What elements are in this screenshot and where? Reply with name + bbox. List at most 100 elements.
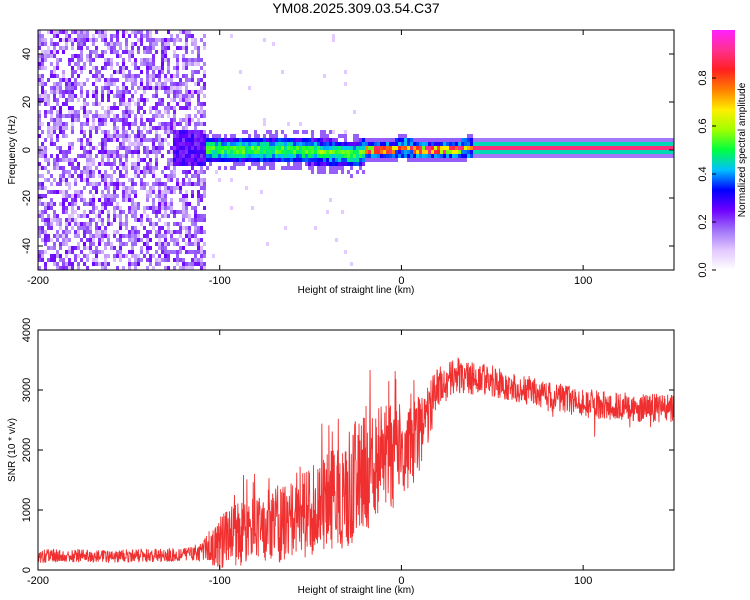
spectrogram-cell xyxy=(185,50,188,54)
spectrogram-cell xyxy=(233,162,236,166)
spectrogram-cell xyxy=(56,138,59,142)
spectrogram-cell xyxy=(86,154,89,158)
spectrogram-cell xyxy=(98,226,101,230)
spectrogram-cell xyxy=(68,114,71,118)
spectrogram-cell xyxy=(140,78,143,82)
spectrogram-cell xyxy=(113,246,116,250)
spectrogram-cell xyxy=(86,142,89,146)
spectrogram-cell xyxy=(71,30,74,34)
spectrogram-cell xyxy=(83,102,86,106)
spectrogram-cell xyxy=(653,150,656,154)
spectrogram-cell xyxy=(80,138,83,142)
spectrogram-cell xyxy=(59,202,62,206)
spectrogram-cell xyxy=(659,150,662,154)
spectrogram-cell xyxy=(143,210,146,214)
spectrogram-cell xyxy=(542,142,545,146)
spectrogram-cell xyxy=(107,214,110,218)
spectrogram-cell xyxy=(179,266,182,270)
spectrogram-cells xyxy=(38,30,674,270)
spectrogram-cell xyxy=(146,218,149,222)
spectrogram-cell xyxy=(77,166,80,170)
spectrogram-cell xyxy=(134,90,137,94)
spectrogram-cell xyxy=(83,230,86,234)
spectrogram-cell xyxy=(140,158,143,162)
spectrogram-cell xyxy=(134,122,137,126)
spectrogram-cell xyxy=(146,66,149,70)
spectrogram-cell xyxy=(296,146,299,150)
spectrogram-cell xyxy=(146,266,149,270)
spectrogram-cell xyxy=(131,254,134,258)
spectrogram-cell xyxy=(512,146,515,150)
spectrogram-cell xyxy=(461,154,464,158)
spectrogram-cell xyxy=(56,90,59,94)
spectrogram-cell xyxy=(77,206,80,210)
spectrogram-cell xyxy=(332,38,335,42)
spectrogram-cell xyxy=(446,138,449,142)
spectrogram-cell xyxy=(263,162,266,166)
spectrogram-cell xyxy=(50,202,53,206)
spectrogram-cell xyxy=(116,78,119,82)
spectrogram-cell xyxy=(71,246,74,250)
spectrogram-cell xyxy=(77,82,80,86)
spectrogram-cell xyxy=(53,246,56,250)
spectrogram-cell xyxy=(650,142,653,146)
spectrogram-cell xyxy=(83,222,86,226)
spectrogram-cell xyxy=(251,206,254,210)
spectrogram-cell xyxy=(77,42,80,46)
spectrogram-cell xyxy=(59,246,62,250)
spectrogram-cell xyxy=(146,194,149,198)
spectrogram-cell xyxy=(71,46,74,50)
spectrogram-cell xyxy=(179,222,182,226)
spectrogram-cell xyxy=(497,154,500,158)
spectrogram-cell xyxy=(59,266,62,270)
spectrogram-cell xyxy=(278,138,281,142)
spectrogram-cell xyxy=(254,134,257,138)
spectrogram-cell xyxy=(572,146,575,150)
spectrogram-cell xyxy=(374,154,377,158)
spectrogram-cell xyxy=(89,182,92,186)
spectrogram-cell xyxy=(515,146,518,150)
spectrogram-cell xyxy=(131,46,134,50)
spectrogram-cell xyxy=(41,250,44,254)
spectrogram-cell xyxy=(38,162,41,166)
spectrogram-cell xyxy=(143,150,146,154)
spectrogram-cell xyxy=(329,158,332,162)
spectrogram-cell xyxy=(110,194,113,198)
spectrogram-cell xyxy=(110,90,113,94)
spectrogram-cell xyxy=(56,118,59,122)
spectrogram-cell xyxy=(653,154,656,158)
spectrogram-cell xyxy=(41,50,44,54)
spectrogram-cell xyxy=(191,218,194,222)
spectrogram-cell xyxy=(263,150,266,154)
spectrogram-cell xyxy=(41,54,44,58)
spectrogram-cell xyxy=(71,38,74,42)
spectrogram-cell xyxy=(152,118,155,122)
spectrogram-cell xyxy=(338,158,341,162)
spectrogram-cell xyxy=(200,134,203,138)
spectrogram-cell xyxy=(182,162,185,166)
spectrogram-cell xyxy=(131,54,134,58)
spectrogram-cell xyxy=(404,150,407,154)
spectrogram-cell xyxy=(53,106,56,110)
spectrogram-cell xyxy=(623,138,626,142)
colorbar-tick-label: 0.6 xyxy=(697,118,709,133)
spectrogram-cell xyxy=(113,50,116,54)
spectrogram-cell xyxy=(134,166,137,170)
spectrogram-cell xyxy=(38,210,41,214)
spectrogram-cell xyxy=(569,154,572,158)
spectrogram-cell xyxy=(47,218,50,222)
spectrogram-cell xyxy=(89,54,92,58)
spectrogram-cell xyxy=(404,138,407,142)
spectrogram-cell xyxy=(119,182,122,186)
spectrogram-cell xyxy=(95,262,98,266)
spectrogram-cell xyxy=(182,206,185,210)
spectrogram-cell xyxy=(68,182,71,186)
spectrogram-cell xyxy=(83,98,86,102)
spectrogram-cell xyxy=(203,218,206,222)
spectrogram-cell xyxy=(341,210,344,214)
spectrogram-cell xyxy=(335,170,338,174)
spectrogram-cell xyxy=(125,198,128,202)
spectrogram-cell xyxy=(161,202,164,206)
spectrogram-cell xyxy=(110,110,113,114)
spectrogram-cell xyxy=(446,154,449,158)
